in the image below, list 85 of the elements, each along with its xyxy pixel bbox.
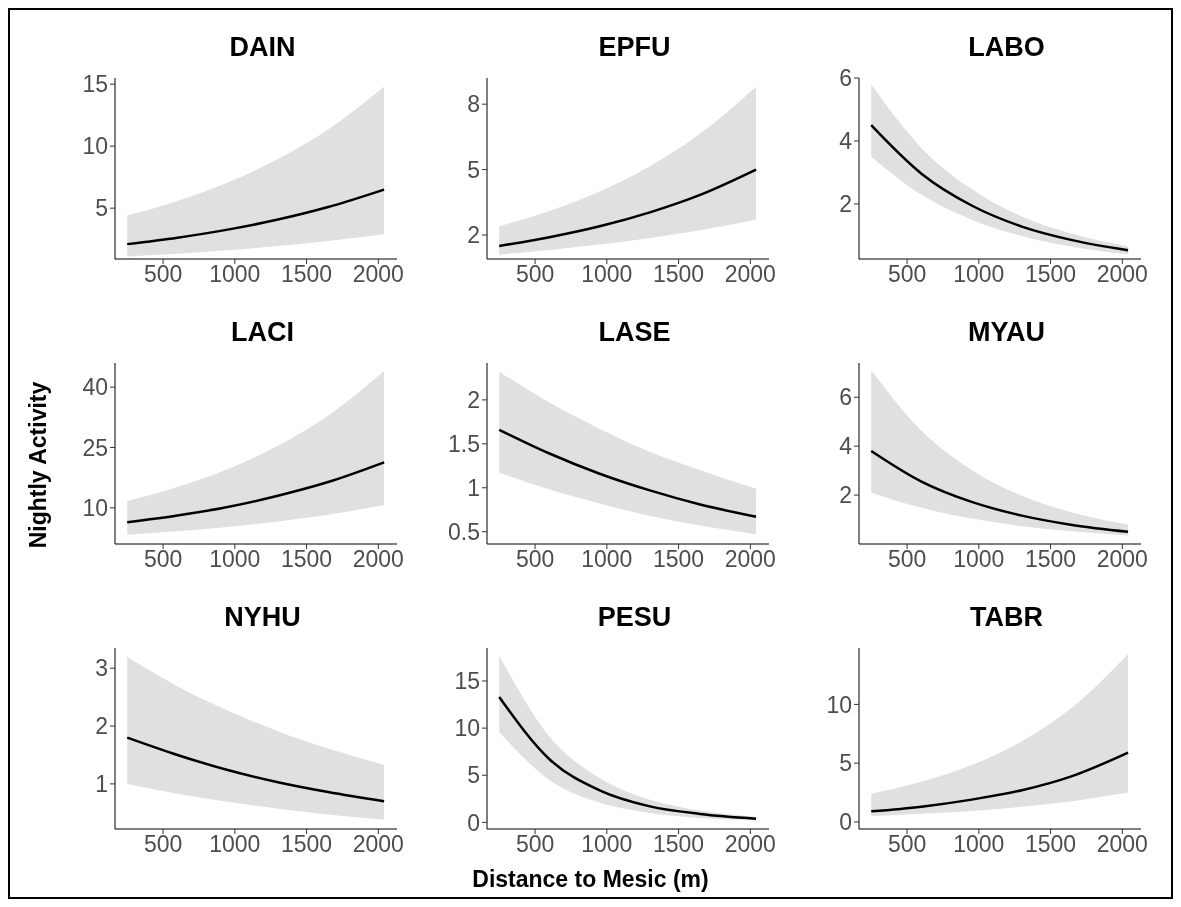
- y-tick-label: 5: [839, 750, 852, 777]
- x-tick-label: 1000: [953, 546, 1005, 573]
- x-tick-label: 1500: [281, 546, 333, 573]
- y-tick-label: 10: [82, 133, 108, 160]
- y-tick-label: 2: [467, 387, 480, 414]
- line-series: [125, 736, 386, 803]
- x-tick-label: 1000: [209, 546, 261, 573]
- x-tick-label: 500: [143, 261, 183, 288]
- y-tick-label: 10: [82, 494, 108, 521]
- x-tick-label: 2000: [352, 261, 404, 288]
- y-tick-label: 0: [467, 809, 480, 836]
- x-tick-label: 1500: [653, 831, 705, 858]
- line-series: [869, 449, 1130, 534]
- x-tick-label: 1500: [281, 261, 333, 288]
- y-tick-label: 2: [467, 222, 480, 249]
- chart-title: TABR: [969, 601, 1044, 634]
- line-series: [869, 123, 1130, 252]
- x-tick-label: 500: [515, 261, 555, 288]
- chart-title: EPFU: [597, 31, 672, 64]
- chart-title: DAIN: [228, 31, 297, 64]
- y-tick-label: 5: [95, 195, 108, 222]
- x-tick-label: 1500: [1025, 546, 1077, 573]
- x-tick-label: 2000: [1096, 261, 1148, 288]
- x-tick-label: 1500: [1025, 831, 1077, 858]
- x-tick-label: 2000: [352, 546, 404, 573]
- x-tick-label: 500: [887, 546, 927, 573]
- chart-title: LABO: [967, 31, 1046, 64]
- y-tick-label: 15: [82, 71, 108, 98]
- y-tick-label: 5: [467, 762, 480, 789]
- line-series: [869, 751, 1130, 813]
- y-tick-label: 2: [839, 191, 852, 218]
- x-tick-label: 1500: [653, 546, 705, 573]
- x-tick-label: 2000: [724, 546, 776, 573]
- y-tick-label: 10: [826, 691, 852, 718]
- x-tick-label: 1000: [581, 261, 633, 288]
- y-tick-label: 2: [839, 482, 852, 509]
- x-tick-label: 1500: [281, 831, 333, 858]
- chart-title: LACI: [230, 316, 295, 349]
- x-tick-label: 1000: [953, 831, 1005, 858]
- y-tick-label: 0.5: [448, 518, 480, 545]
- y-tick-label: 10: [454, 715, 480, 742]
- chart-title: LASE: [597, 316, 672, 349]
- y-tick-label: 1.5: [448, 431, 480, 457]
- x-tick-label: 1500: [653, 261, 705, 288]
- chart-title: MYAU: [967, 316, 1046, 349]
- x-tick-label: 500: [143, 831, 183, 858]
- line-series: [497, 428, 758, 519]
- x-tick-label: 2000: [724, 261, 776, 288]
- line-series: [125, 461, 386, 524]
- x-tick-label: 500: [515, 546, 555, 573]
- x-axis-title: Distance to Mesic (m): [471, 866, 710, 893]
- y-tick-label: 1: [467, 474, 480, 501]
- x-tick-label: 1000: [581, 831, 633, 858]
- y-tick-label: 2: [95, 713, 108, 740]
- x-tick-label: 2000: [1096, 831, 1148, 858]
- x-tick-label: 1000: [209, 261, 261, 288]
- y-tick-label: 6: [839, 65, 852, 92]
- y-tick-label: 3: [95, 655, 108, 682]
- y-tick-label: 1: [95, 771, 108, 798]
- y-tick-label: 15: [454, 668, 480, 695]
- chart-title: PESU: [596, 601, 673, 634]
- y-tick-label: 25: [82, 434, 108, 461]
- y-tick-label: 40: [82, 374, 108, 401]
- line-series: [125, 188, 386, 246]
- y-tick-label: 6: [839, 384, 852, 411]
- x-tick-label: 2000: [1096, 546, 1148, 573]
- x-tick-label: 1000: [953, 261, 1005, 288]
- x-tick-label: 500: [515, 831, 555, 858]
- y-tick-label: 0: [839, 809, 852, 836]
- x-tick-label: 500: [143, 546, 183, 573]
- x-tick-label: 500: [887, 261, 927, 288]
- x-tick-label: 2000: [724, 831, 776, 858]
- y-tick-label: 4: [839, 433, 853, 460]
- y-tick-label: 5: [467, 156, 480, 183]
- line-series: [497, 695, 758, 820]
- y-tick-label: 8: [467, 91, 480, 118]
- y-tick-label: 4: [839, 128, 853, 155]
- y-axis-title: Nightly Activity: [24, 381, 52, 549]
- chart-title: NYHU: [223, 601, 302, 634]
- x-tick-label: 1000: [209, 831, 261, 858]
- x-tick-label: 1500: [1025, 261, 1077, 288]
- x-tick-label: 2000: [352, 831, 404, 858]
- line-series: [497, 168, 758, 248]
- x-tick-label: 1000: [581, 546, 633, 573]
- x-tick-label: 500: [887, 831, 927, 858]
